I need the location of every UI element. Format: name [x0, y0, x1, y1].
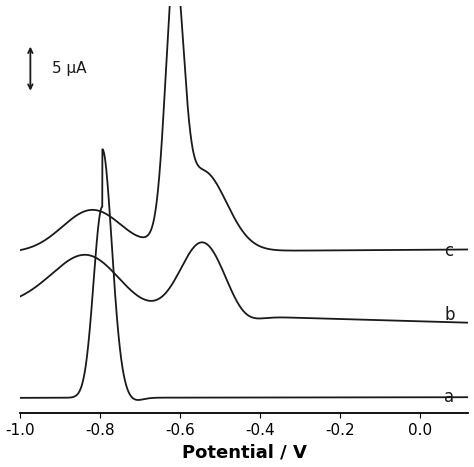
Text: b: b	[445, 305, 455, 324]
Text: c: c	[445, 241, 454, 260]
Text: a: a	[445, 388, 455, 406]
X-axis label: Potential / V: Potential / V	[182, 444, 307, 461]
Text: 5 μA: 5 μA	[52, 61, 87, 76]
